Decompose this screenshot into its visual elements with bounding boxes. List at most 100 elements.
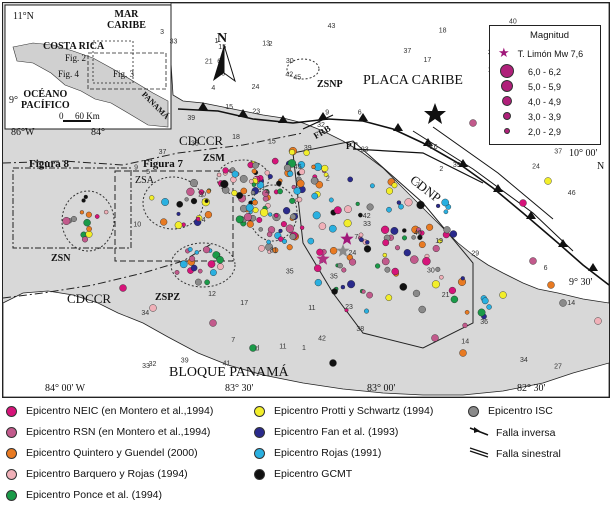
- epicenter-273: [486, 304, 492, 310]
- magnitude-class-label: 5,0 - 5,9: [528, 82, 562, 92]
- label-figura8: Figura 8: [29, 158, 70, 170]
- event-number-label: 33: [170, 39, 178, 46]
- inset-map: [4, 4, 172, 130]
- event-number-label: 2: [326, 175, 330, 182]
- event-number-label: 11: [279, 343, 286, 350]
- legend-item: Epicentro GCMT: [254, 467, 352, 481]
- label-coord-9-30: 9° 30': [569, 277, 593, 288]
- epicenter-205: [441, 198, 450, 207]
- epicenter-85: [252, 161, 259, 169]
- zone-zsnp: [286, 58, 320, 80]
- cdccr-boundary-south: [3, 242, 214, 299]
- legend-item: Epicentro Quintero y Guendel (2000): [6, 446, 198, 460]
- event-number-label: 7: [231, 337, 235, 344]
- epicenter-192: [381, 225, 390, 234]
- epicenter-269: [412, 289, 421, 298]
- event-number-label: 39: [453, 162, 461, 169]
- epicenter-226: [195, 216, 201, 222]
- inset-mar-caribe: MAR CARIBE: [107, 9, 146, 31]
- epicenter-129: [328, 224, 337, 233]
- magnitude-class-label: 3,0 - 3,9: [528, 112, 562, 122]
- epicenter-232: [206, 188, 211, 194]
- epicenter-38: [278, 228, 283, 233]
- epicenter-229: [174, 221, 183, 229]
- inset-oceano: OCÉANO PACÍFICO: [21, 89, 70, 111]
- epicenter-280: [209, 319, 217, 327]
- sinistral-fault-frb: [302, 114, 334, 130]
- event-number-label: 9: [325, 110, 329, 117]
- epicenter-68: [266, 239, 271, 245]
- epicenter-83: [220, 180, 229, 189]
- inset-fig3: Fig. 3: [113, 69, 135, 79]
- epicenter-141: [328, 197, 334, 203]
- north-arrow: N: [209, 31, 239, 83]
- epicenter-235: [297, 161, 306, 169]
- event-number-label: 12: [208, 291, 216, 298]
- epicenter-182: [85, 230, 93, 238]
- epicenter-147: [366, 203, 374, 211]
- epicenter-165: [187, 246, 193, 252]
- event-number-label: 29: [471, 251, 479, 258]
- epicenter-209: [435, 266, 441, 272]
- epicenter-219: [160, 218, 168, 226]
- legend-item: Epicentro NEIC (en Montero et al.,1994): [6, 404, 213, 418]
- epicenter-166: [217, 263, 224, 270]
- epicenter-274: [544, 177, 552, 185]
- epicenter-61: [252, 199, 258, 206]
- epicenter-36: [264, 170, 270, 176]
- epicenter-282: [431, 334, 439, 342]
- epicenter-53: [258, 244, 265, 252]
- event-number-label: 10: [133, 221, 141, 228]
- epicenter-148: [381, 257, 390, 266]
- event-number-label: 34: [141, 310, 149, 317]
- label-zsa: ZSA: [135, 175, 154, 186]
- event-number-label: 33: [363, 221, 371, 228]
- epicenter-legend: Epicentro NEIC (en Montero et al.,1994) E…: [0, 398, 613, 520]
- epicenter-102: [355, 201, 360, 206]
- epicenter-47: [245, 203, 254, 212]
- legend-label: Epicentro Fan et al. (1993): [274, 426, 399, 438]
- event-number-label: 24: [532, 164, 540, 171]
- epicenter-188: [81, 198, 86, 203]
- event-number-label: 4: [265, 189, 269, 196]
- epicenter-154: [318, 222, 327, 230]
- inset-fig2: Fig. 2: [65, 53, 87, 63]
- thrust-fault-line: [177, 108, 609, 286]
- epicenter-195: [396, 200, 402, 205]
- limon-star-1: [316, 252, 330, 265]
- epicenter-178: [85, 211, 92, 218]
- limon-star-2: [336, 244, 350, 257]
- epicenter-253: [311, 164, 316, 170]
- event-number-label: 3: [160, 29, 164, 36]
- event-number-label: 42: [318, 335, 326, 342]
- legend-label: Epicentro GCMT: [274, 468, 353, 480]
- thrust-tooth-11: [588, 263, 598, 271]
- epicenter-201: [402, 235, 408, 241]
- epicenter-62: [267, 174, 273, 180]
- epicenter-112: [364, 308, 370, 314]
- magnitude-class-row: 2,0 - 2,9: [500, 122, 561, 140]
- epicenter-203: [417, 234, 423, 241]
- epicenter-231: [204, 198, 209, 203]
- epicenter-251: [289, 149, 296, 156]
- epicenter-48: [290, 213, 297, 220]
- legend-item: Falla inversa: [468, 425, 556, 439]
- epicenter-265: [460, 276, 465, 281]
- epicenter-196: [436, 203, 441, 208]
- epicenter-193: [395, 245, 401, 251]
- thrust-tooth-8: [493, 184, 503, 192]
- epicenter-125: [337, 262, 343, 269]
- legend-label: Epicentro ISC: [488, 405, 553, 417]
- event-number-label: 14: [567, 300, 575, 307]
- event-number-label: 13: [262, 41, 270, 48]
- magnitude-class-row: 6,0 - 6,2: [500, 62, 561, 80]
- epicenter-66: [266, 231, 273, 238]
- epicenter-128: [331, 288, 338, 295]
- epicenter-233: [161, 198, 170, 206]
- epicenter-55: [291, 184, 296, 190]
- zone-zsn: [61, 190, 115, 252]
- magnitude-class-row: 4,0 - 4,9: [500, 92, 561, 110]
- epicenter-250: [321, 164, 329, 172]
- legend-dot-icon: [254, 426, 265, 438]
- legend-item: Epicentro Protti y Schwartz (1994): [254, 404, 433, 418]
